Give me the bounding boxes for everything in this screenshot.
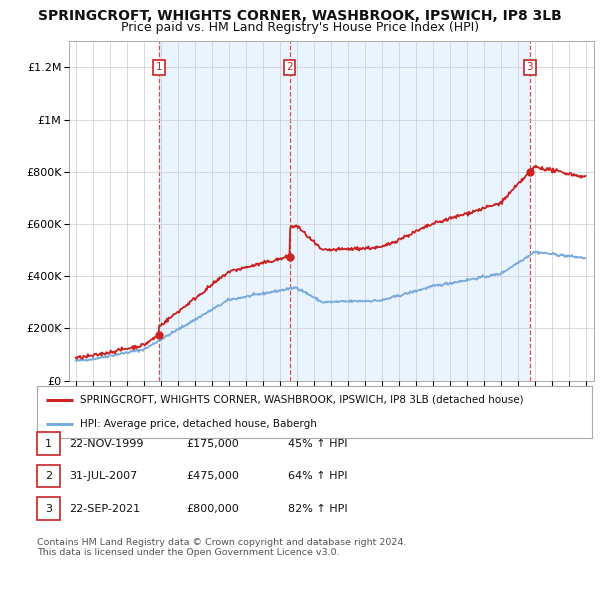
Text: 45% ↑ HPI: 45% ↑ HPI	[288, 439, 347, 448]
Text: HPI: Average price, detached house, Babergh: HPI: Average price, detached house, Babe…	[80, 419, 317, 429]
Text: 64% ↑ HPI: 64% ↑ HPI	[288, 471, 347, 481]
Text: Price paid vs. HM Land Registry's House Price Index (HPI): Price paid vs. HM Land Registry's House …	[121, 21, 479, 34]
Text: 82% ↑ HPI: 82% ↑ HPI	[288, 504, 347, 513]
Text: 31-JUL-2007: 31-JUL-2007	[69, 471, 137, 481]
Text: 2: 2	[286, 63, 293, 73]
Text: £175,000: £175,000	[186, 439, 239, 448]
Text: £475,000: £475,000	[186, 471, 239, 481]
Text: 22-SEP-2021: 22-SEP-2021	[69, 504, 140, 513]
Text: 22-NOV-1999: 22-NOV-1999	[69, 439, 143, 448]
Text: 2: 2	[45, 471, 52, 481]
Bar	[159, 41, 289, 381]
Text: 3: 3	[45, 504, 52, 513]
Bar	[290, 41, 530, 381]
Text: 1: 1	[155, 63, 162, 73]
Text: 1: 1	[45, 439, 52, 448]
Text: SPRINGCROFT, WHIGHTS CORNER, WASHBROOK, IPSWICH, IP8 3LB: SPRINGCROFT, WHIGHTS CORNER, WASHBROOK, …	[38, 9, 562, 23]
Text: £800,000: £800,000	[186, 504, 239, 513]
Text: SPRINGCROFT, WHIGHTS CORNER, WASHBROOK, IPSWICH, IP8 3LB (detached house): SPRINGCROFT, WHIGHTS CORNER, WASHBROOK, …	[80, 395, 524, 405]
Text: 3: 3	[526, 63, 533, 73]
Text: Contains HM Land Registry data © Crown copyright and database right 2024.
This d: Contains HM Land Registry data © Crown c…	[37, 538, 407, 558]
